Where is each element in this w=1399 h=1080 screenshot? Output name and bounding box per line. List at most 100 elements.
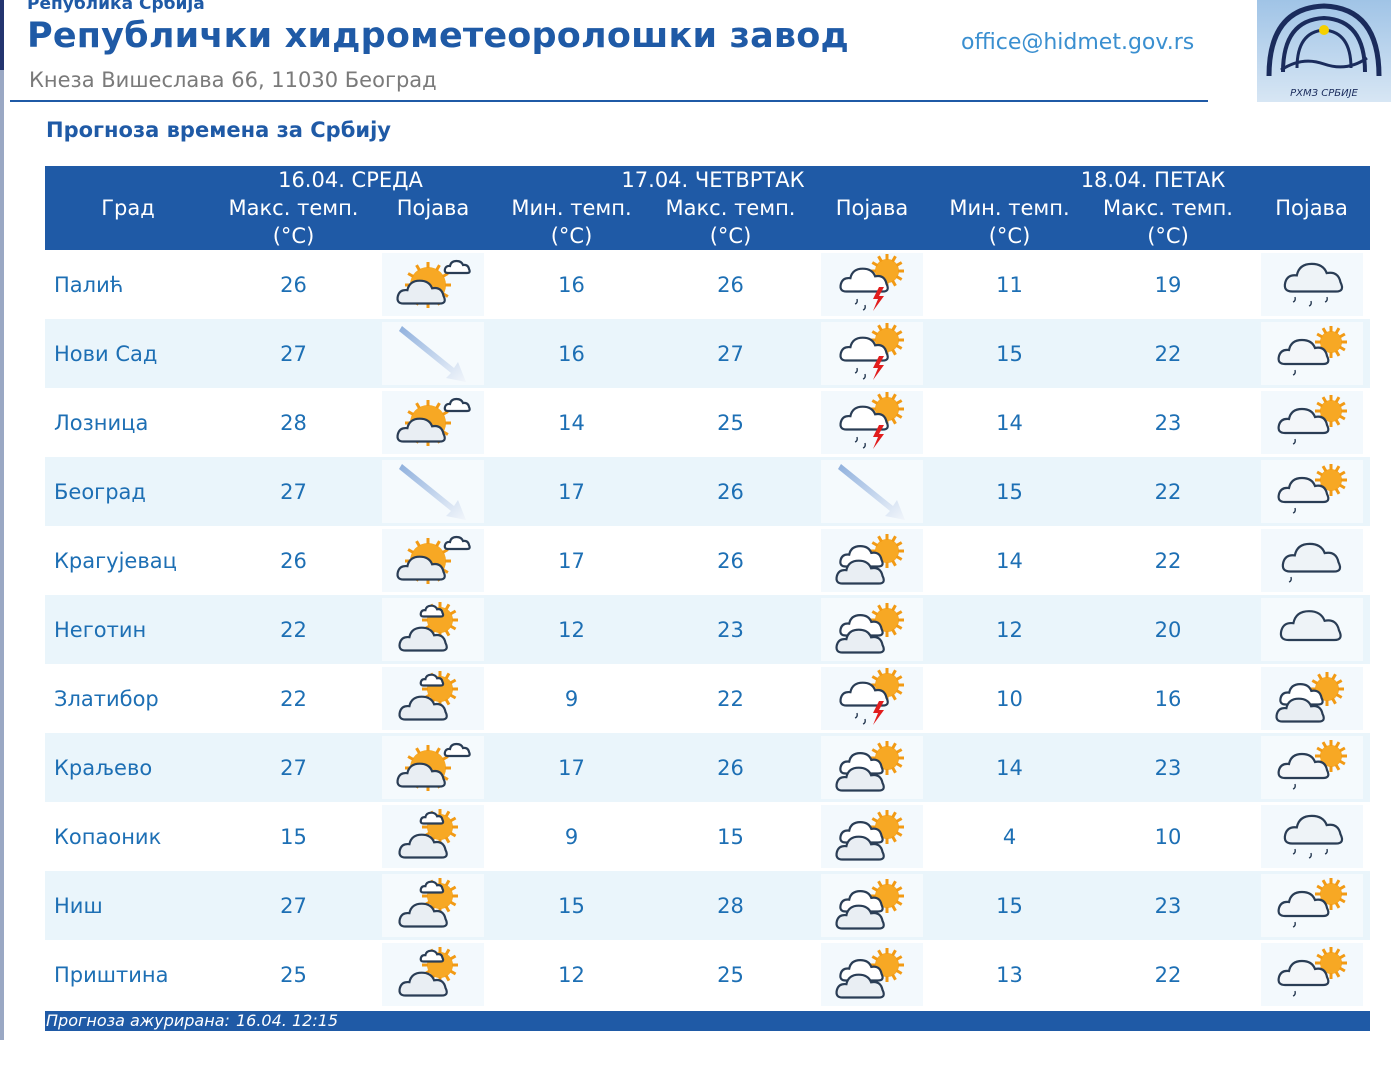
column-header-d1-max: Макс. темп. (°C): [211, 194, 376, 250]
city-name: Краљево: [45, 733, 211, 802]
d3-max-temp: 23: [1083, 733, 1253, 802]
header-email-link[interactable]: office@hidmet.gov.rs: [961, 30, 1195, 55]
d3-min-temp: 14: [996, 548, 1023, 573]
d2-min-temp: 12: [490, 595, 653, 664]
d3-weather-cell: [1253, 595, 1371, 664]
d2-min-temp: 16: [558, 272, 585, 297]
day-header-1: 16.04. СРЕДА: [211, 166, 490, 194]
d1-weather-cell: [376, 388, 490, 457]
table-row: Приштина 25 12 25 13 22: [45, 940, 1370, 1009]
d2-min-temp: 17: [558, 548, 585, 573]
d2-max-temp: 26: [653, 733, 808, 802]
d1-max-temp: 28: [280, 410, 307, 435]
d1-max-temp: 25: [280, 962, 307, 987]
d3-weather-cell: [1253, 871, 1371, 940]
city-name: Палић: [54, 272, 124, 297]
d3-max-temp: 23: [1083, 871, 1253, 940]
d2-min-temp: 17: [490, 733, 653, 802]
city-name: Ниш: [45, 871, 211, 940]
column-header-d1-icon: Појава: [376, 194, 490, 250]
thunderstorm-icon: [821, 322, 923, 385]
d2-min-temp: 14: [558, 410, 585, 435]
header-title: Републички хидрометеоролошки завод: [27, 16, 849, 56]
d3-weather-cell: [1253, 733, 1371, 802]
city-name: Београд: [45, 457, 211, 526]
column-header-d3-min: Мин. темп. (°C): [936, 194, 1083, 250]
city-name: Златибор: [54, 686, 159, 711]
d2-weather-cell: [808, 319, 936, 388]
d3-max-temp: 16: [1154, 686, 1182, 711]
d2-max-temp: 23: [653, 595, 808, 664]
table-row: Неготин 22 12 23 12 20: [45, 595, 1371, 664]
rhmz-logo: РХМЗ СРБИЈЕ: [1257, 0, 1391, 102]
d3-weather-cell: [1253, 250, 1370, 319]
sun-clouds-icon: [382, 667, 484, 730]
d2-min-temp: 12: [558, 962, 585, 987]
d2-min-temp: 16: [490, 319, 653, 388]
partly-cloudy-icon: [821, 943, 923, 1006]
d3-min-temp: 10: [996, 686, 1023, 711]
d3-min-temp: 15: [936, 457, 1083, 526]
sun-clouds-icon: [382, 943, 484, 1006]
header-address: Кнеза Вишеслава 66, 11030 Београд: [29, 68, 437, 92]
table-row: Копаоник 15 9 15 4 10: [45, 802, 1370, 871]
partly-cloudy-icon: [821, 736, 923, 799]
wind-arrow-icon: [821, 460, 923, 523]
d2-weather-cell: [808, 871, 936, 940]
d3-weather-cell: [1253, 526, 1370, 595]
partly-cloudy-icon: [821, 598, 923, 661]
sun-clouds-icon: [382, 598, 484, 661]
sun-clouds-icon: [382, 874, 484, 937]
d1-max-temp: 15: [280, 824, 307, 849]
d1-weather-cell: [376, 802, 490, 871]
left-edge-bar: [0, 0, 4, 1040]
d2-weather-cell: [808, 457, 936, 526]
logo-lettering: РХМЗ СРБИЈЕ: [1290, 88, 1358, 99]
city-name: Приштина: [54, 962, 169, 987]
d1-max-temp: 27: [211, 319, 376, 388]
d2-weather-cell: [808, 802, 936, 871]
d3-weather-cell: [1253, 388, 1370, 457]
column-header-d3-icon: Појава: [1253, 194, 1371, 250]
d1-max-temp: 22: [280, 686, 307, 711]
d3-max-temp: 22: [1154, 962, 1182, 987]
sunny-cloudy-icon: [382, 529, 484, 592]
d3-weather-cell: [1253, 457, 1371, 526]
city-name: Крагујевац: [54, 548, 177, 573]
sunny-cloudy-icon: [382, 253, 484, 316]
forecast-table: Град 16.04. СРЕДА 17.04. ЧЕТВРТАК 18.04.…: [45, 166, 1371, 1009]
city-name: Нови Сад: [45, 319, 211, 388]
sunny-cloudy-icon: [382, 736, 484, 799]
column-header-d3-max: Макс. темп. (°C): [1083, 194, 1253, 250]
d2-max-temp: 15: [717, 824, 744, 849]
column-header-city: Град: [45, 166, 211, 250]
overcast-icon: [1260, 598, 1363, 661]
cloud-drizzle-icon: [1260, 529, 1363, 592]
table-row: Лозница 28 14 25 14 23: [45, 388, 1370, 457]
d2-weather-cell: [808, 250, 936, 319]
d1-max-temp: 27: [211, 733, 376, 802]
d1-weather-cell: [376, 457, 490, 526]
d3-min-temp: 11: [996, 272, 1023, 297]
d3-min-temp: 12: [936, 595, 1083, 664]
table-row: Крагујевац 26 17 26 14 22: [45, 526, 1370, 595]
city-name: Лозница: [54, 410, 149, 435]
d3-weather-cell: [1253, 319, 1371, 388]
d2-max-temp: 26: [717, 272, 744, 297]
d1-weather-cell: [376, 526, 490, 595]
d2-max-temp: 25: [717, 962, 744, 987]
table-row: Краљево 27 17 26 14 23: [45, 733, 1371, 802]
cloud-rain-icon: [1260, 805, 1363, 868]
cloud-sun-drizzle-icon: [1260, 460, 1363, 523]
d2-min-temp: 9: [564, 686, 579, 711]
d3-weather-cell: [1253, 664, 1370, 733]
wind-arrow-icon: [382, 322, 484, 385]
d1-weather-cell: [376, 319, 490, 388]
header-kicker: Република Србија: [27, 0, 205, 14]
d2-weather-cell: [808, 664, 936, 733]
cloud-sun-drizzle-icon: [1260, 874, 1363, 937]
thunderstorm-icon: [821, 391, 923, 454]
d3-min-temp: 14: [936, 733, 1083, 802]
d1-weather-cell: [376, 733, 490, 802]
d3-min-temp: 14: [996, 410, 1023, 435]
